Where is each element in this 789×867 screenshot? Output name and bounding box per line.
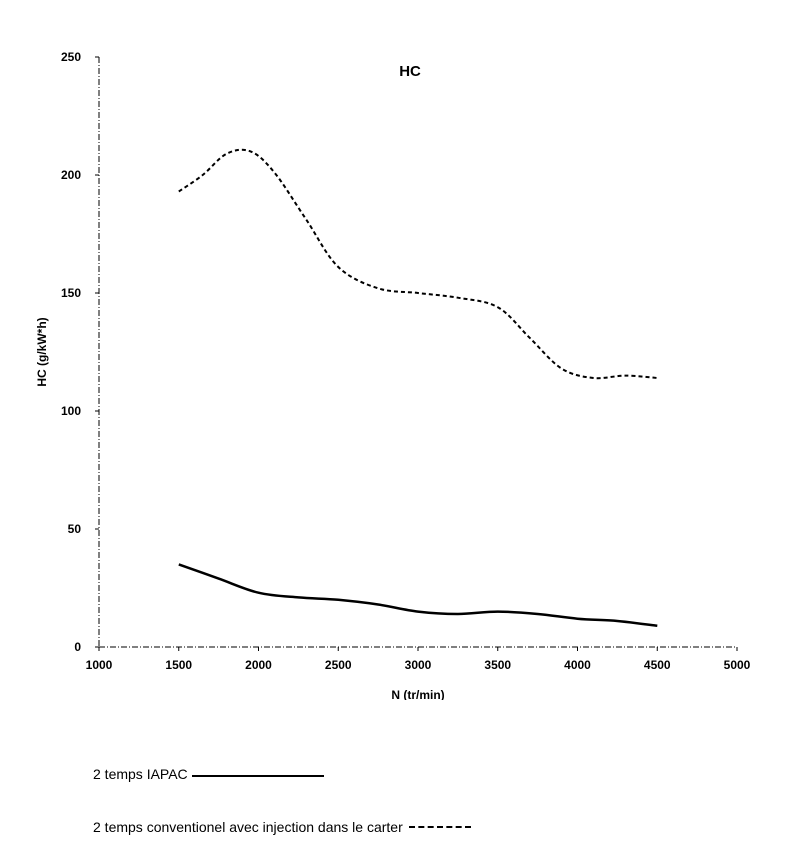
x-axis-title: N (tr/min)	[391, 688, 444, 700]
chart-title: HC	[399, 63, 421, 80]
y-tick-label: 250	[61, 50, 81, 64]
axes	[98, 57, 737, 648]
y-tick-label: 200	[61, 168, 81, 182]
x-tick-label: 1500	[165, 658, 192, 672]
legend-swatch-solid	[191, 775, 324, 777]
hc-line-chart: 0 50 100 150 200 250 1000 1500 2000 2500 3000 3500…	[35, 50, 751, 700]
x-tick-label: 5000	[724, 658, 751, 672]
y-tick-label: 50	[68, 522, 82, 536]
y-axis-title: HC (g/kW*h)	[35, 317, 49, 386]
series-line-conventionel	[178, 148, 658, 380]
x-tick-label: 2000	[245, 658, 272, 672]
y-tick-label: 0	[74, 640, 81, 654]
x-tick-label: 2500	[325, 658, 352, 672]
legend-item-iapac: 2 temps IAPAC	[93, 766, 324, 782]
x-tick-label: 1000	[86, 658, 113, 672]
legend-label-conventionel: 2 temps conventionel avec injection dans…	[93, 819, 403, 835]
legend-item-conventionel: 2 temps conventionel avec injection dans…	[93, 819, 471, 835]
y-tick-label: 100	[61, 404, 81, 418]
x-tick-label: 4000	[564, 658, 591, 672]
x-tick-label: 3500	[484, 658, 511, 672]
x-tick-label: 4500	[644, 658, 671, 672]
x-axis-ticks: 1000 1500 2000 2500 3000 3500 4000 4500 5000	[86, 647, 751, 672]
y-tick-label: 150	[61, 286, 81, 300]
y-axis-ticks: 0 50 100 150 200 250	[61, 50, 99, 654]
series-line-iapac	[178, 563, 658, 628]
series-layer	[178, 148, 658, 628]
x-tick-label: 3000	[405, 658, 432, 672]
legend-label-iapac: 2 temps IAPAC	[93, 766, 188, 782]
legend-swatch-dashed	[408, 826, 471, 828]
